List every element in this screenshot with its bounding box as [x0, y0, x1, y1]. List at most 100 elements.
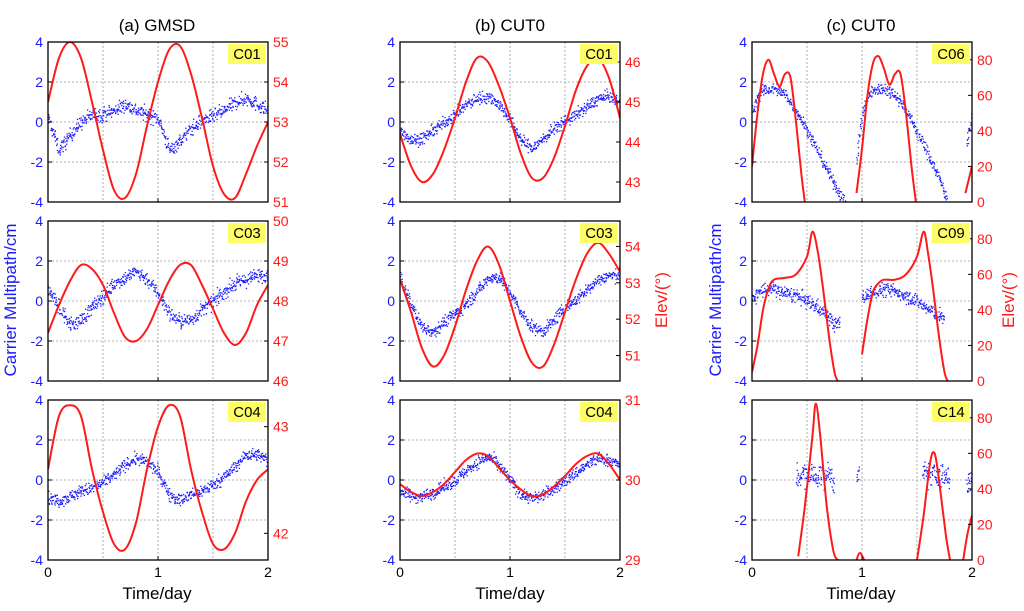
multipath-point: [82, 322, 84, 324]
multipath-point: [486, 460, 488, 462]
multipath-point: [512, 117, 514, 119]
multipath-point: [433, 128, 435, 130]
multipath-point: [786, 93, 788, 96]
multipath-point: [132, 111, 134, 113]
multipath-point: [155, 295, 157, 297]
multipath-point: [611, 93, 613, 95]
multipath-point: [801, 289, 803, 291]
multipath-point: [406, 293, 408, 295]
multipath-point: [136, 457, 138, 460]
multipath-point: [190, 318, 192, 320]
multipath-point: [554, 124, 556, 127]
multipath-point: [496, 274, 498, 276]
multipath-point: [419, 141, 421, 144]
multipath-point: [181, 324, 183, 326]
multipath-point: [498, 463, 500, 466]
multipath-point: [124, 102, 126, 104]
multipath-point: [530, 151, 532, 153]
multipath-point: [444, 321, 446, 323]
multipath-point: [815, 303, 818, 305]
multipath-point: [117, 279, 119, 281]
multipath-point: [171, 492, 173, 495]
multipath-point: [255, 450, 257, 452]
multipath-point: [488, 458, 490, 460]
multipath-point: [481, 289, 483, 291]
multipath-point: [457, 103, 459, 105]
multipath-point: [189, 321, 191, 323]
multipath-point: [178, 137, 181, 140]
multipath-point: [162, 299, 165, 301]
multipath-point: [58, 298, 60, 300]
multipath-point: [609, 460, 611, 462]
multipath-point: [936, 171, 939, 173]
multipath-point: [74, 490, 76, 493]
multipath-point: [141, 456, 143, 459]
multipath-point: [151, 472, 154, 474]
multipath-point: [226, 470, 229, 472]
multipath-point: [195, 320, 197, 322]
multipath-point: [109, 292, 111, 294]
multipath-point: [112, 281, 115, 283]
multipath-point: [167, 137, 169, 140]
multipath-point: [127, 273, 129, 275]
multipath-point: [556, 121, 558, 123]
multipath-point: [253, 278, 256, 280]
right-tick-label: 45: [625, 94, 641, 110]
multipath-point: [85, 122, 87, 125]
multipath-point: [597, 280, 599, 282]
multipath-point: [91, 488, 94, 490]
multipath-point: [191, 126, 194, 129]
multipath-point: [453, 117, 455, 119]
multipath-point: [482, 286, 484, 289]
multipath-point: [225, 472, 227, 474]
multipath-point: [473, 299, 475, 301]
multipath-point: [168, 142, 170, 145]
multipath-point: [498, 108, 500, 110]
multipath-point: [559, 123, 561, 126]
multipath-point: [535, 496, 537, 499]
multipath-point: [509, 293, 511, 295]
multipath-point: [400, 130, 403, 132]
multipath-point: [56, 144, 58, 147]
multipath-point: [467, 300, 470, 302]
multipath-point: [819, 308, 821, 310]
multipath-point: [254, 272, 256, 274]
multipath-point: [425, 333, 428, 335]
multipath-point: [168, 307, 170, 309]
multipath-point: [422, 329, 424, 331]
multipath-point: [81, 320, 83, 322]
multipath-point: [519, 309, 521, 312]
multipath-point: [192, 126, 195, 129]
multipath-point: [179, 501, 181, 504]
multipath-point: [59, 503, 61, 506]
multipath-point: [76, 491, 78, 493]
multipath-point: [856, 159, 859, 161]
multipath-point: [152, 461, 154, 464]
multipath-point: [450, 122, 452, 125]
multipath-point: [581, 469, 583, 471]
multipath-point: [533, 325, 535, 328]
multipath-point: [491, 281, 493, 284]
multipath-point: [259, 107, 261, 109]
multipath-point: [419, 497, 421, 499]
multipath-point: [496, 101, 499, 103]
multipath-point: [189, 492, 191, 494]
multipath-point: [210, 480, 212, 482]
multipath-point: [765, 89, 768, 91]
multipath-point: [90, 305, 93, 307]
multipath-point: [258, 107, 260, 109]
multipath-point: [470, 107, 472, 109]
multipath-point: [547, 493, 549, 495]
multipath-point: [412, 142, 414, 144]
multipath-point: [142, 119, 144, 121]
multipath-point: [465, 301, 467, 303]
multipath-point: [422, 331, 424, 333]
multipath-point: [443, 321, 445, 323]
multipath-point: [432, 127, 434, 129]
multipath-point: [448, 314, 450, 316]
multipath-point: [223, 105, 225, 108]
multipath-point: [483, 286, 485, 288]
multipath-point: [232, 99, 234, 101]
multipath-point: [491, 100, 493, 102]
multipath-point: [119, 474, 121, 476]
